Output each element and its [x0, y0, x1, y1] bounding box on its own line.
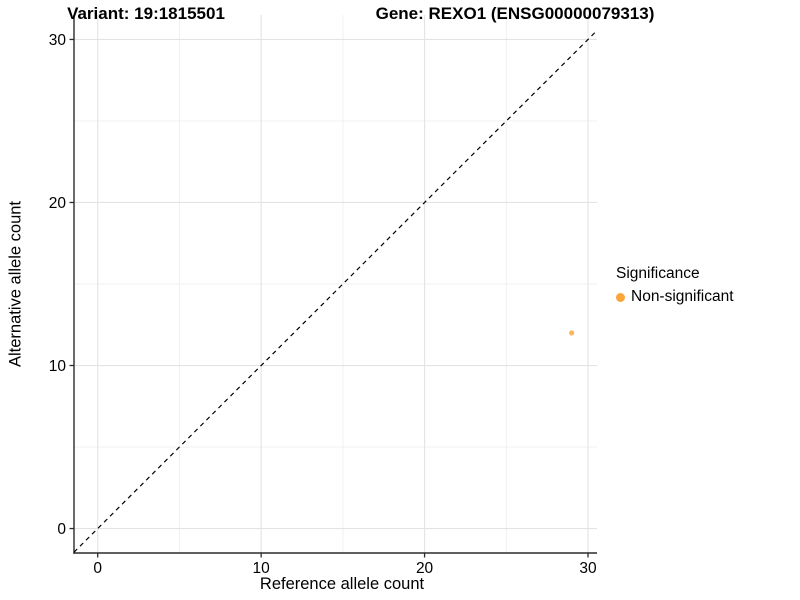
legend-key-dot — [616, 292, 625, 302]
y-tick-label: 0 — [57, 521, 66, 538]
legend-item-non-significant: Non-significant — [616, 288, 734, 306]
identity-dashed-line — [73, 30, 598, 553]
x-tick-label: 0 — [93, 560, 102, 577]
x-axis-title: Reference allele count — [259, 575, 425, 593]
legend-title: Significance — [616, 265, 700, 282]
x-tick-label: 30 — [579, 560, 597, 577]
x-tick-label: 10 — [253, 560, 271, 577]
y-tick-label: 30 — [49, 32, 67, 49]
x-tick-label: 20 — [416, 560, 434, 577]
y-tick-label: 20 — [49, 195, 67, 212]
data-point — [569, 330, 575, 336]
y-axis-title: Alternative allele count — [6, 200, 25, 368]
legend-item-label: Non-significant — [631, 288, 734, 305]
variant-title: Variant: 19:1815501 — [67, 4, 225, 23]
legend: Significance Non-significant — [616, 265, 734, 306]
y-tick-label: 10 — [49, 358, 67, 375]
gene-title: Gene: REXO1 (ENSG00000079313) — [375, 4, 655, 23]
